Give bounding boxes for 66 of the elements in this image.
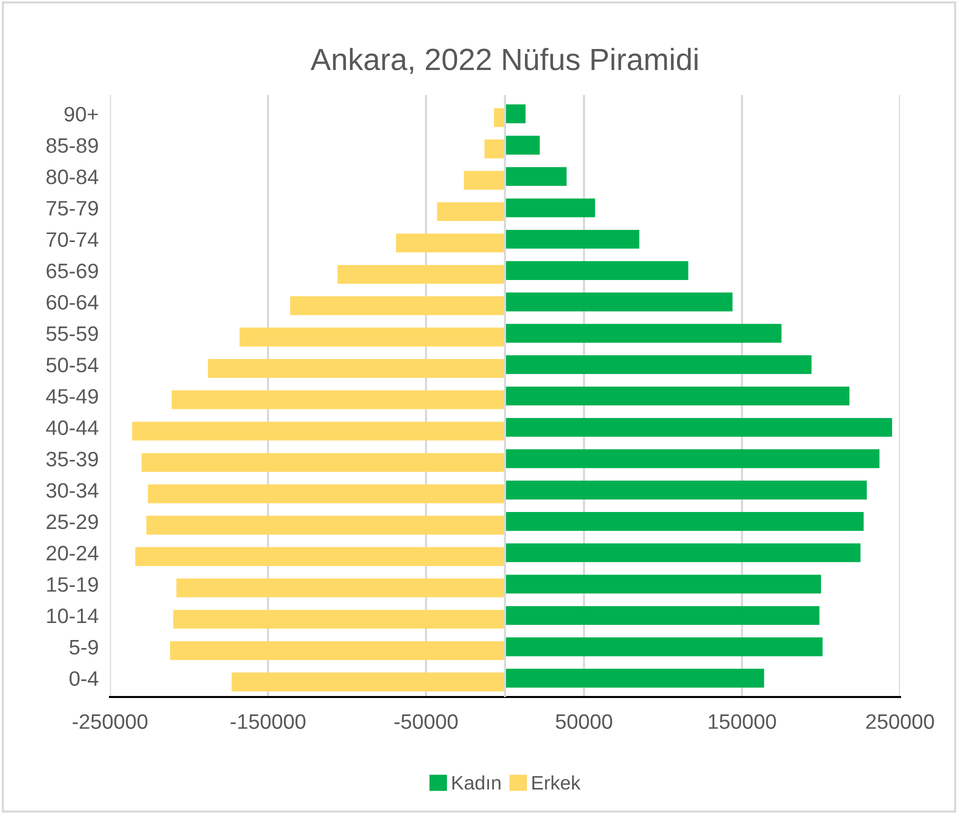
legend-label: Kadın: [452, 775, 500, 790]
bar: [505, 512, 864, 531]
x-tick-label: 50000: [556, 714, 612, 729]
y-tick-label: 65-69: [46, 264, 98, 278]
x-tick-label: -250000: [72, 714, 148, 729]
y-tick-label: 35-39: [46, 452, 98, 466]
bar: [170, 641, 505, 660]
bar: [505, 668, 764, 688]
bar: [505, 418, 892, 437]
y-tick-label: 0-4: [70, 671, 98, 686]
y-tick-label: 15-19: [47, 577, 98, 592]
y-tick-label: 25-29: [46, 514, 98, 530]
x-tick-label: -150000: [230, 714, 306, 729]
bar: [505, 574, 821, 594]
y-tick-label: 55-59: [46, 326, 98, 342]
x-tick-label: 150000: [708, 714, 776, 729]
bar: [494, 108, 505, 127]
y-tick-label: 85-89: [46, 138, 98, 153]
bar: [142, 453, 505, 472]
bar: [505, 543, 860, 562]
bar: [505, 292, 733, 312]
y-tick-label: 50-54: [46, 358, 98, 372]
y-tick-label: 90+: [64, 106, 98, 122]
bar: [505, 480, 867, 500]
y-tick-label: 10-14: [47, 608, 98, 624]
bar: [505, 324, 782, 343]
chart-title: Ankara, 2022 Nüfus Piramidi: [310, 48, 698, 74]
bar: [484, 140, 505, 158]
y-tick-label: 5-9: [70, 640, 98, 655]
bar: [148, 484, 505, 504]
y-tick-label: 70-74: [46, 232, 98, 247]
bar: [505, 198, 596, 218]
y-tick-label: 40-44: [46, 420, 98, 436]
bar: [505, 606, 820, 625]
bar: [505, 136, 540, 155]
bar: [396, 234, 505, 252]
bar: [173, 610, 505, 629]
y-tick-label: 75-79: [46, 200, 98, 216]
y-tick-label: 30-34: [46, 483, 98, 498]
bar: [505, 104, 526, 124]
bar: [338, 264, 505, 284]
bar: [135, 547, 505, 566]
bar: [505, 355, 812, 374]
legend-label: Erkek: [532, 775, 581, 790]
bar: [208, 359, 505, 378]
x-tick-label: -50000: [394, 714, 458, 729]
y-tick-label: 20-24: [46, 546, 98, 561]
y-tick-label: 80-84: [46, 170, 98, 184]
x-tick-label: 250000: [866, 714, 934, 729]
bar: [132, 422, 505, 441]
bar: [437, 202, 505, 222]
bar: [146, 516, 505, 535]
bar: [505, 386, 850, 406]
bar: [290, 296, 505, 316]
bar: [232, 672, 505, 692]
bar: [505, 230, 640, 249]
bar: [505, 449, 880, 468]
bar: [172, 390, 505, 410]
y-tick-label: 60-64: [46, 294, 98, 310]
y-tick-label: 45-49: [46, 389, 98, 404]
bar: [176, 578, 505, 598]
bar: [505, 637, 823, 656]
bar: [464, 170, 505, 190]
bar: [240, 328, 505, 346]
bar: [505, 261, 688, 280]
bar: [505, 167, 567, 186]
